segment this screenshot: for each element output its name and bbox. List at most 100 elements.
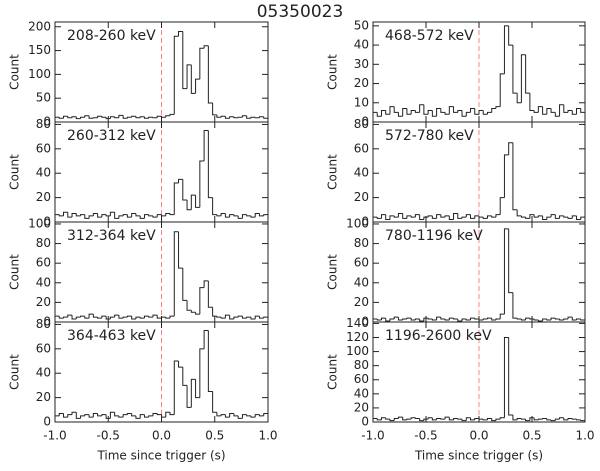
histogram-step (75, 316, 81, 320)
histogram-step (165, 115, 171, 118)
histogram-step (419, 104, 424, 113)
histogram-step (537, 418, 543, 420)
histogram-step (75, 213, 81, 217)
histogram-step (537, 106, 543, 113)
histogram-step (165, 411, 171, 418)
histogram-step (576, 419, 581, 421)
y-tick-label: 200 (28, 19, 51, 33)
histogram-step (431, 417, 437, 421)
histogram-step (75, 116, 81, 120)
histogram-step (491, 108, 496, 113)
histogram-step (525, 317, 530, 321)
histogram-step (88, 215, 94, 219)
histogram-step (118, 114, 124, 118)
histogram-step (529, 214, 535, 219)
histogram-step (474, 417, 479, 420)
histogram-step (246, 214, 251, 217)
histogram-step (478, 319, 484, 321)
histogram-step (542, 215, 547, 221)
histogram-step (118, 215, 124, 219)
histogram-step (233, 316, 239, 320)
histogram-step (143, 116, 149, 119)
histogram-step (410, 417, 416, 420)
histogram-step (414, 110, 420, 113)
histogram-step (224, 314, 230, 319)
histogram-step (372, 417, 378, 422)
histogram-step (233, 116, 239, 119)
histogram-step (580, 419, 585, 422)
histogram-step (580, 108, 585, 113)
x-tick-label: 0.5 (522, 429, 541, 443)
histogram-step (143, 214, 149, 219)
histogram-step (250, 415, 256, 418)
histogram-step (389, 318, 395, 322)
histogram-step (410, 109, 416, 115)
histogram-step (380, 417, 386, 420)
histogram-step (546, 319, 552, 321)
histogram-step (246, 115, 251, 119)
histogram-step (207, 130, 213, 199)
histogram-step (406, 108, 412, 115)
histogram-step (385, 417, 390, 420)
histogram-step (195, 78, 200, 94)
histogram-step (448, 215, 454, 221)
histogram-step (190, 194, 196, 210)
histogram-step (54, 415, 60, 422)
y-tick-label: 40 (36, 275, 51, 289)
histogram-step (161, 316, 166, 319)
histogram-step (114, 412, 119, 417)
histogram-step (533, 214, 539, 218)
histogram-step (207, 330, 213, 393)
x-axis-label: Time since trigger (s) (414, 449, 543, 463)
histogram-step (161, 116, 166, 118)
histogram-step (503, 154, 509, 198)
histogram-step (241, 214, 247, 219)
histogram-step (54, 214, 60, 222)
y-tick-label: 60 (36, 141, 51, 155)
histogram-step (250, 215, 256, 218)
histogram-step (152, 412, 158, 416)
histogram-step (571, 110, 577, 115)
histogram-step (263, 412, 268, 416)
histogram-step (118, 315, 124, 319)
histogram-step (385, 214, 390, 221)
histogram-step (537, 320, 543, 322)
histogram-step (182, 367, 188, 386)
y-tick-label: 0 (43, 315, 51, 329)
histogram-step (199, 160, 205, 208)
histogram-step (431, 215, 437, 219)
histogram-step (203, 130, 209, 162)
y-tick-label: 100 (28, 216, 51, 230)
histogram-step (448, 317, 454, 321)
histogram-step (84, 115, 90, 118)
histogram-step (376, 112, 382, 117)
histogram-step (182, 179, 188, 201)
histogram-step (567, 217, 573, 219)
histogram-step (258, 116, 264, 118)
histogram-step (195, 312, 200, 315)
histogram-step (148, 214, 153, 217)
y-tick-label: 80 (354, 358, 369, 372)
histogram-step (461, 318, 467, 322)
histogram-step (207, 280, 213, 308)
histogram-step (105, 316, 111, 320)
histogram-step (114, 314, 119, 318)
histogram-step (525, 217, 530, 219)
histogram-step (258, 414, 264, 417)
histogram-step (465, 319, 471, 321)
histogram-step (263, 116, 268, 119)
histogram-step (559, 417, 564, 420)
histogram-step (389, 419, 395, 422)
panel-label: 468-572 keV (385, 28, 474, 44)
y-tick-label: 20 (36, 295, 51, 309)
histogram-step (88, 313, 94, 319)
histogram-step (169, 412, 175, 416)
histogram-step (233, 214, 239, 217)
histogram-step (516, 209, 522, 217)
histogram-step (173, 360, 179, 415)
histogram-step (246, 414, 251, 417)
histogram-step (465, 417, 471, 421)
histogram-step (58, 316, 64, 319)
histogram-step (550, 317, 556, 321)
